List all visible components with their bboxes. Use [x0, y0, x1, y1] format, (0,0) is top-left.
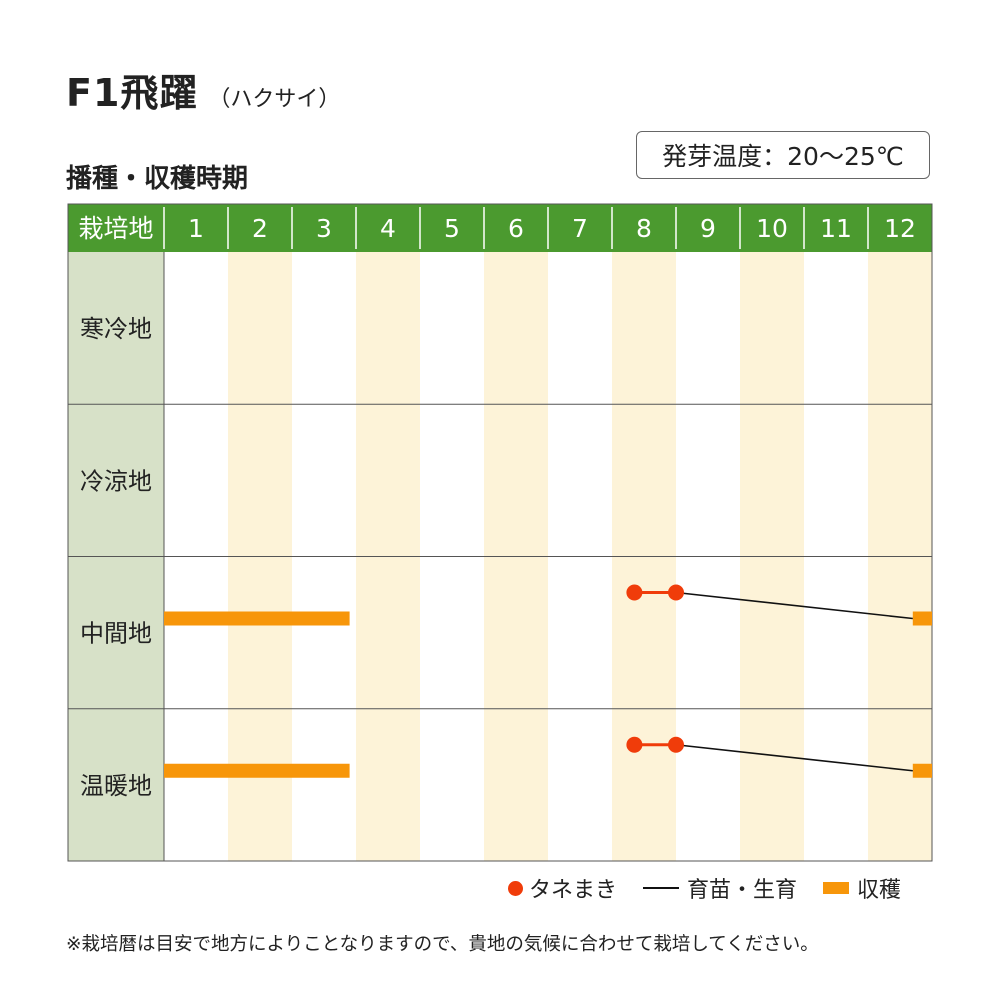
region-label: 中間地	[80, 620, 152, 648]
month-label-10: 10	[756, 214, 788, 243]
month-label-7: 7	[572, 214, 588, 243]
title-sub: （ハクサイ）	[208, 87, 341, 112]
month-label-4: 4	[380, 214, 396, 243]
harvest-bar	[912, 611, 932, 626]
legend-sowing-label: タネまき	[529, 878, 618, 903]
month-label-12: 12	[884, 214, 916, 243]
region-label: 冷涼地	[80, 467, 152, 495]
month-label-5: 5	[444, 214, 460, 243]
harvest-bar	[164, 763, 350, 778]
growing-line	[675, 743, 913, 772]
sowing-dot	[668, 584, 684, 601]
sowing-dot	[626, 584, 643, 601]
section-title: 播種・収穫時期	[66, 164, 249, 194]
legend: タネまき 育苗・生育 収穫	[508, 872, 901, 904]
month-label-3: 3	[316, 214, 332, 243]
legend-growing-label: 育苗・生育	[687, 878, 798, 903]
region-label: 温暖地	[80, 772, 152, 800]
legend-growing: 育苗・生育	[643, 872, 797, 904]
sowing-dot-icon	[508, 880, 523, 896]
month-label-1: 1	[188, 214, 204, 243]
header-bar	[68, 204, 932, 252]
harvest-bar	[164, 611, 350, 626]
legend-harvest: 収穫	[823, 872, 901, 904]
harvest-bar-icon	[823, 882, 850, 894]
month-label-9: 9	[700, 214, 716, 243]
month-label-8: 8	[636, 214, 652, 243]
chart-border	[67, 203, 933, 862]
sowing-dot	[626, 736, 643, 753]
legend-sowing: タネまき	[508, 872, 617, 904]
month-label-2: 2	[252, 214, 268, 243]
title-main: F1飛躍	[66, 71, 199, 115]
chart-title: F1飛躍 （ハクサイ）	[66, 62, 340, 117]
month-label-6: 6	[508, 214, 524, 243]
footnote: ※栽培暦は目安で地方によりことなりますので、貴地の気候に合わせて栽培してください…	[66, 934, 819, 955]
legend-harvest-label: 収穫	[857, 878, 902, 903]
header-region-label: 栽培地	[78, 214, 153, 243]
germination-temp-box: 発芽温度：20〜25℃	[636, 131, 930, 179]
region-label: 寒冷地	[80, 315, 152, 343]
growing-line	[675, 591, 913, 620]
harvest-bar	[912, 763, 932, 778]
month-label-11: 11	[820, 214, 852, 243]
sowing-dot	[668, 736, 684, 753]
growing-line-icon	[643, 887, 680, 889]
